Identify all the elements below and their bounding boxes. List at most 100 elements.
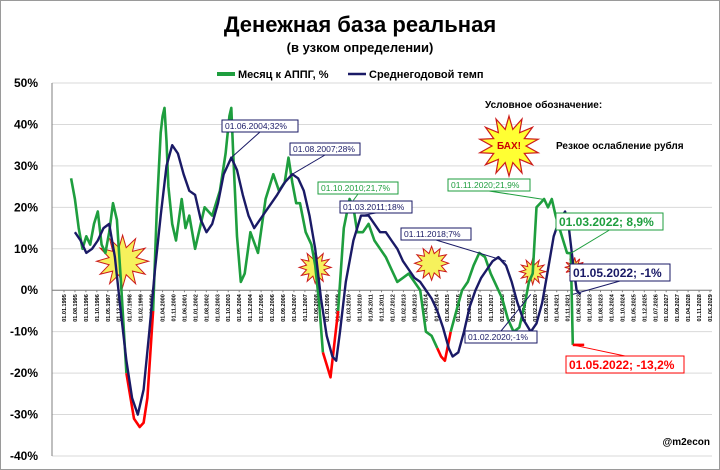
x-tick-label: 01.10.2003 <box>226 294 232 322</box>
annotation-leader <box>572 280 621 295</box>
symbol-legend: Условное обозначение: БАХ! Резкое ослабл… <box>477 99 684 179</box>
annotation-box <box>464 330 538 344</box>
annotation-label: 01.05.2022; -13,2% <box>569 358 675 372</box>
x-tick-label: 01.08.2023 <box>599 294 605 322</box>
annotation-label: 01.11.2020;21,9% <box>451 180 520 190</box>
annotation-leader <box>572 344 626 357</box>
x-tick-label: 01.12.2018 <box>511 294 517 322</box>
annotation-leader <box>292 154 326 175</box>
annotation-box <box>565 355 685 374</box>
x-tick-label: 01.06.2015 <box>445 294 451 322</box>
x-tick-label: 01.03.2010 <box>347 294 353 322</box>
weakening-burst-icon <box>94 233 151 290</box>
y-tick-label: 0% <box>21 283 39 297</box>
annotation-leader <box>570 229 610 254</box>
weakening-burst-icon <box>413 244 451 282</box>
x-tick-label: 01.12.2011 <box>380 294 386 321</box>
x-tick-label: 01.02.2013 <box>401 294 407 322</box>
annotation-label: 01.10.2010;21,7% <box>321 183 390 193</box>
series-line-monthly-crisis <box>321 310 340 379</box>
x-tick-label: 01.08.1995 <box>73 294 79 322</box>
legend: Месяц к АППГ, % Среднегодовой темп <box>217 69 484 81</box>
x-tick-label: 01.10.2010 <box>358 294 364 322</box>
x-tick-label: 01.03.2017 <box>478 294 484 322</box>
x-tick-label: 01.04.2021 <box>555 294 561 322</box>
annotation-label: 01.03.2022; 8,9% <box>559 215 654 229</box>
annotations: 01.06.2004;32% 01.08.2007;28% 01.10.2010;2… <box>221 119 685 374</box>
x-tick-label: 01.01.1995 <box>62 294 68 322</box>
x-tick-label: 01.06.2022 <box>577 294 583 322</box>
annotation-box <box>339 200 413 214</box>
y-tick-label: 50% <box>14 76 38 90</box>
annotation-label: 01.03.2011;18% <box>343 202 405 212</box>
x-tick-label: 01.09.2020 <box>544 294 550 322</box>
x-tick-label: 01.12.2025 <box>642 294 648 322</box>
x-tick-label: 01.04.2007 <box>292 294 298 322</box>
symbol-legend-heading: Условное обозначение: <box>485 99 602 111</box>
x-tick-label: 01.10.2017 <box>489 294 495 322</box>
x-tick-label: 01.07.2005 <box>259 294 265 322</box>
legend-burst-label: БАХ! <box>497 141 521 152</box>
x-axis: 01.01.1995 01.08.1995 01.03.1996 01.10.1996… <box>62 290 714 322</box>
y-tick-label: -30% <box>10 408 38 422</box>
x-tick-label: 01.04.2000 <box>161 294 167 322</box>
x-tick-label: 01.06.2001 <box>182 294 188 322</box>
x-tick-label: 01.05.1997 <box>106 294 112 322</box>
y-tick-label: -40% <box>10 449 38 463</box>
series-line-monthly <box>336 197 439 349</box>
x-tick-label: 01.11.2000 <box>171 294 177 321</box>
x-tick-label: 01.07.2026 <box>653 294 659 322</box>
chart-subtitle: (в узком определении) <box>287 40 434 55</box>
x-tick-label: 01.09.2013 <box>412 294 418 322</box>
x-tick-label: 01.03.2003 <box>215 294 221 322</box>
annotation-box <box>317 181 399 195</box>
annotation-leader <box>230 131 261 158</box>
x-tick-label: 01.05.2004 <box>237 293 243 321</box>
legend-label-monthly: Месяц к АППГ, % <box>238 69 329 81</box>
x-tick-label: 01.02.2020 <box>533 294 539 322</box>
y-tick-label: 10% <box>14 242 38 256</box>
y-tick-label: -10% <box>10 325 38 339</box>
annotation-label: 01.02.2020;-1% <box>468 332 528 342</box>
series-line-monthly-crisis <box>125 310 155 429</box>
x-tick-label: 01.01.2009 <box>325 294 331 322</box>
x-tick-label: 01.08.2002 <box>204 294 210 322</box>
x-tick-label: 01.06.2029 <box>708 294 714 322</box>
x-tick-label: 01.10.1996 <box>95 294 101 322</box>
legend-label-average: Среднегодовой темп <box>369 69 484 81</box>
x-tick-label: 01.01.2016 <box>456 294 462 322</box>
x-tick-label: 01.09.2006 <box>281 294 287 322</box>
x-tick-label: 01.05.2025 <box>631 294 637 322</box>
x-tick-label: 01.02.2027 <box>664 294 670 322</box>
y-tick-label: 40% <box>14 117 38 131</box>
x-tick-label: 01.02.2006 <box>270 294 276 322</box>
x-tick-label: 01.06.2008 <box>314 294 320 322</box>
x-tick-label: 01.01.2002 <box>193 294 199 322</box>
annotation-label: 01.08.2007;28% <box>293 144 355 154</box>
x-tick-label: 01.01.2023 <box>588 294 594 322</box>
annotation-leader <box>500 294 532 332</box>
annotation-box <box>569 263 671 282</box>
annotation-leader <box>488 190 545 200</box>
x-tick-label: 01.02.1999 <box>139 294 145 322</box>
x-tick-label: 01.10.2024 <box>620 293 626 321</box>
x-tick-label: 01.03.1996 <box>84 294 90 322</box>
x-tick-label: 01.07.1998 <box>128 294 134 322</box>
x-tick-label: 01.12.2004 <box>248 293 254 321</box>
credit-label: @m2econ <box>662 437 710 448</box>
x-tick-label: 01.09.2027 <box>675 294 681 322</box>
annotation-label: 01.05.2022; -1% <box>573 266 662 280</box>
series-line-monthly <box>151 106 325 353</box>
x-tick-label: 01.11.2021 <box>566 294 572 321</box>
symbol-legend-text: Резкое ослабление рубля <box>556 140 684 152</box>
y-tick-label: -20% <box>10 366 38 380</box>
annotation-box <box>447 178 531 192</box>
x-tick-label: 01.04.2028 <box>686 294 692 322</box>
series-line-monthly <box>449 197 575 345</box>
annotation-box <box>400 227 472 241</box>
y-axis: 50% 40% 30% 20% 10% 0% -10% -20% -30% -40% <box>10 76 712 463</box>
x-tick-label: 01.04.2014 <box>423 293 429 321</box>
annotation-box <box>555 212 664 231</box>
x-tick-label: 01.05.2011 <box>369 294 375 321</box>
